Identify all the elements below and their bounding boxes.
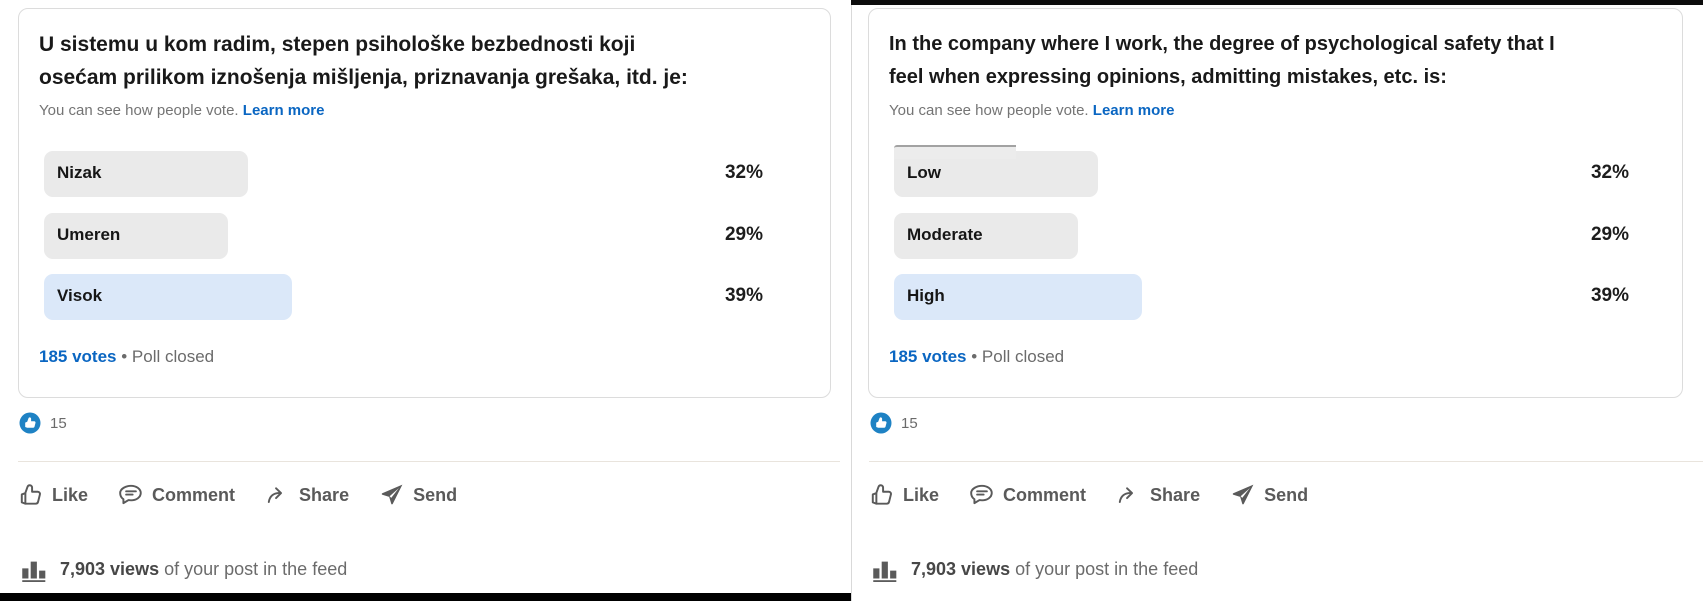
action-bar: Like Comment Share Send (869, 482, 1308, 508)
divider (869, 461, 1703, 462)
reaction-count: 15 (50, 414, 67, 432)
poll-option-percent: 29% (1590, 224, 1629, 245)
poll-question-line2: feel when expressing opinions, admitting… (889, 66, 1447, 88)
divider (18, 461, 840, 462)
screenshot-top-edge (851, 0, 1703, 5)
votes-count-link[interactable]: 185 votes (889, 347, 967, 366)
post-english: In the company where I work, the degree … (851, 0, 1703, 601)
dot-separator: • (971, 347, 978, 366)
reaction-count: 15 (901, 414, 918, 432)
share-button[interactable]: Share (1116, 482, 1200, 508)
poll-votes-row: 185 votes • Poll closed (889, 347, 1064, 367)
action-bar: Like Comment Share Send (18, 482, 457, 508)
bar-chart-icon (22, 561, 46, 582)
poll-option-percent: 39% (724, 285, 763, 306)
poll-option-bar (44, 213, 228, 259)
poll-votes-row: 185 votes • Poll closed (39, 347, 214, 367)
poll-option-percent: 39% (1590, 285, 1629, 306)
poll-option-label: High (907, 286, 945, 305)
poll-card: U sistemu u kom radim, stepen psihološke… (18, 8, 831, 398)
poll-question: In the company where I work, the degree … (889, 28, 1649, 94)
poll-question-line1: In the company where I work, the degree … (889, 33, 1555, 55)
share-icon (267, 487, 283, 504)
poll-option-bar (894, 213, 1078, 259)
learn-more-link[interactable]: Learn more (242, 102, 325, 119)
poll-status: Poll closed (981, 347, 1065, 366)
like-reaction-icon (870, 412, 892, 434)
poll-question: U sistemu u kom radim, stepen psihološke… (39, 28, 779, 94)
poll-option-bar-selected (44, 274, 292, 320)
views-suffix: of your post in the feed (1015, 559, 1199, 579)
send-button[interactable]: Send (379, 482, 457, 508)
bar-chart-icon (873, 561, 897, 582)
poll-vote-note: You can see how people vote. Learn more (889, 102, 1175, 119)
poll-option-row: High 39% (894, 274, 1652, 320)
views-suffix: of your post in the feed (164, 559, 348, 579)
send-icon (381, 484, 403, 505)
poll-question-line2: osećam prilikom iznošenja mišljenja, pri… (39, 66, 688, 89)
poll-option-label: Visok (57, 286, 103, 305)
post-serbian: U sistemu u kom radim, stepen psihološke… (0, 0, 851, 601)
screenshot-seam-line (851, 0, 852, 601)
reactions-row[interactable]: 15 (870, 412, 918, 434)
poll-option-percent: 32% (1590, 162, 1629, 183)
views-row: 7,903 views of your post in the feed (871, 556, 1198, 583)
views-row: 7,903 views of your post in the feed (20, 556, 347, 583)
poll-option-bar-selected (894, 274, 1142, 320)
poll-option-label: Umeren (57, 225, 121, 244)
views-count-link[interactable]: 7,903 views (60, 559, 160, 579)
share-button[interactable]: Share (265, 482, 349, 508)
poll-question-line1: U sistemu u kom radim, stepen psihološke… (39, 33, 636, 56)
learn-more-link[interactable]: Learn more (1092, 102, 1175, 119)
dot-separator: • (121, 347, 128, 366)
screenshot-bottom-edge (0, 593, 851, 601)
send-icon (1232, 484, 1254, 505)
reactions-row[interactable]: 15 (19, 412, 67, 434)
like-button[interactable]: Like (869, 482, 939, 508)
paste-artifact (894, 145, 1016, 159)
comment-button[interactable]: Comment (118, 482, 235, 508)
poll-option-row: Visok 39% (44, 274, 800, 320)
poll-vote-note: You can see how people vote. Learn more (39, 102, 325, 119)
comment-icon (119, 484, 142, 505)
send-button[interactable]: Send (1230, 482, 1308, 508)
poll-option-row: Nizak 32% (44, 151, 800, 197)
poll-option-label: Moderate (907, 225, 983, 244)
poll-option-row: Moderate 29% (894, 213, 1652, 259)
comment-icon (970, 484, 993, 505)
poll-option-percent: 29% (724, 224, 763, 245)
poll-status: Poll closed (131, 347, 215, 366)
poll-option-label: Nizak (57, 163, 102, 182)
poll-option-bar (894, 145, 1098, 197)
like-button[interactable]: Like (18, 482, 88, 508)
poll-card: In the company where I work, the degree … (868, 8, 1683, 398)
votes-count-link[interactable]: 185 votes (39, 347, 117, 366)
poll-option-row: Umeren 29% (44, 213, 800, 259)
poll-option-bar (44, 151, 248, 197)
like-icon (871, 484, 892, 505)
poll-option-label: Low (907, 163, 941, 182)
like-reaction-icon (19, 412, 41, 434)
poll-option-percent: 32% (724, 162, 763, 183)
views-count-link[interactable]: 7,903 views (911, 559, 1011, 579)
poll-option-row: Low 32% (894, 145, 1652, 197)
comment-button[interactable]: Comment (969, 482, 1086, 508)
share-icon (1118, 487, 1134, 504)
like-icon (20, 484, 41, 505)
